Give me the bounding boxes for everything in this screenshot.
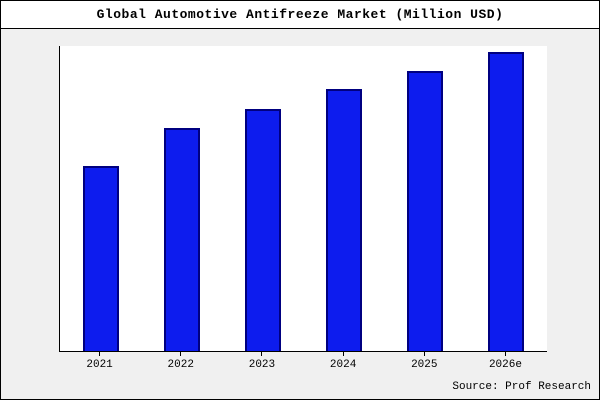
- bar-column-2024: [304, 46, 385, 351]
- x-tick-label-2022: 2022: [140, 352, 221, 371]
- bar-column-2023: [222, 46, 303, 351]
- bar-2026e: [488, 51, 525, 351]
- source-credit: Source: Prof Research: [452, 381, 591, 393]
- x-tick-label-2025: 2025: [384, 352, 465, 371]
- bar-2022: [163, 128, 200, 351]
- bar-2021: [82, 165, 119, 351]
- x-tick-label-2024: 2024: [303, 352, 384, 371]
- bar-2023: [244, 108, 281, 351]
- bar-column-2026e: [466, 46, 547, 351]
- x-tick-label-2023: 2023: [221, 352, 302, 371]
- plot-area: [59, 46, 547, 352]
- bar-2024: [326, 89, 363, 351]
- bar-column-2025: [385, 46, 466, 351]
- bar-column-2021: [60, 46, 141, 351]
- chart-title-bar: Global Automotive Antifreeze Market (Mil…: [1, 1, 599, 29]
- x-tick-label-2021: 2021: [59, 352, 140, 371]
- x-axis-labels: 2021 2022 2023 2024 2025 2026e: [59, 352, 546, 371]
- bar-2025: [407, 71, 444, 351]
- x-tick-label-2026e: 2026e: [465, 352, 546, 371]
- chart-title: Global Automotive Antifreeze Market (Mil…: [96, 7, 504, 22]
- bar-column-2022: [141, 46, 222, 351]
